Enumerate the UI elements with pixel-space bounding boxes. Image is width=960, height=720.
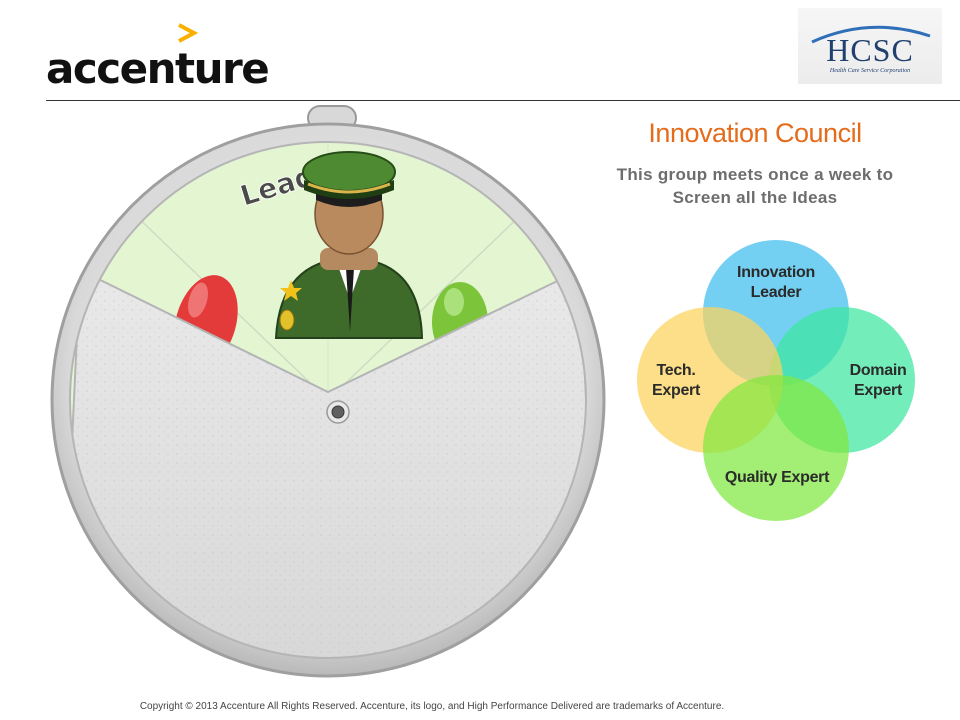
accenture-wordmark: accenture: [46, 44, 270, 93]
page-subtitle: This group meets once a week to Screen a…: [590, 163, 920, 209]
hcsc-subtext: Health Care Service Corporation: [829, 68, 911, 74]
page-title: Innovation Council: [648, 118, 862, 148]
venn-diagram: [637, 240, 915, 521]
wheel-inner-disc: Leader: [70, 142, 586, 658]
venn-label-tech-expert: Tech. Expert: [652, 362, 700, 399]
header-divider: [46, 100, 960, 101]
footer-copyright: Copyright © 2013 Accenture All Rights Re…: [139, 701, 725, 712]
accenture-chevron-icon: [178, 23, 198, 43]
accenture-logo: accenture: [46, 22, 276, 93]
venn-label-domain-expert: Domain Expert: [849, 362, 907, 399]
hcsc-logo: HCSC Health Care Service Corporation: [798, 8, 942, 84]
subtitle-line-2: Screen all the Ideas: [672, 188, 838, 207]
role-wheel[interactable]: Leader: [40, 100, 620, 690]
wheel-center-pin[interactable]: [326, 400, 350, 424]
venn-label-quality-expert: Quality Expert: [724, 469, 830, 486]
hcsc-wordmark: HCSC: [826, 32, 914, 68]
subtitle-line-1: This group meets once a week to: [616, 165, 894, 184]
venn-label-innovation-leader: Innovation Leader: [737, 264, 815, 301]
soldier-leader-icon: [274, 151, 424, 339]
hcsc-swoosh-icon: [811, 25, 931, 44]
venn-circle-quality-expert: [703, 375, 849, 521]
